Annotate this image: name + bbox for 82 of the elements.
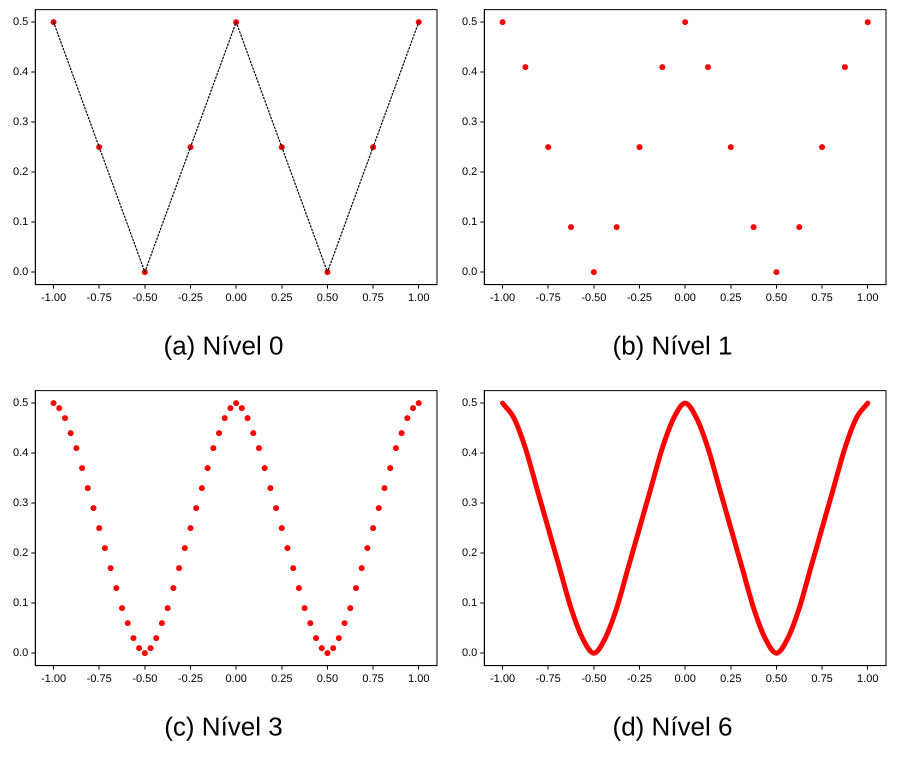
y-tick-label: 0.3	[12, 497, 28, 510]
text: (d) Nível 6	[612, 712, 732, 742]
x-tick-label: 0.75	[362, 673, 384, 686]
y-tick-label: 0.3	[462, 116, 478, 128]
x-tick-label: 0.25	[720, 673, 742, 686]
point	[568, 224, 574, 230]
y-tick-label: 0.0	[462, 647, 478, 660]
y-tick-label: 0.4	[12, 447, 28, 460]
x-tick-label: -0.75	[536, 292, 561, 304]
y-tick-label: 0.4	[462, 447, 478, 460]
y-tick-label: 0.5	[12, 397, 28, 410]
y-tick-label: 0.0	[462, 266, 478, 278]
y-tick-label: 0.1	[12, 597, 28, 610]
x-tick-label: -1.00	[41, 292, 66, 304]
point	[750, 224, 757, 230]
x-tick-label: 0.00	[225, 673, 247, 686]
x-tick-label: -0.25	[626, 673, 652, 686]
text: (a) Nível 0	[164, 330, 284, 361]
y-tick-label: 0.4	[12, 66, 28, 78]
x-tick-label: 0.00	[674, 292, 696, 304]
x-tick-label: -1.00	[490, 673, 516, 686]
point	[590, 269, 597, 276]
x-tick-label: 0.75	[362, 292, 384, 304]
point	[636, 144, 642, 150]
point	[842, 64, 848, 70]
y-tick-label: 0.1	[462, 597, 478, 610]
y-tick-label: 0.1	[462, 216, 478, 228]
x-tick-label: -0.25	[626, 292, 652, 304]
x-tick-label: -1.00	[490, 292, 516, 304]
x-tick-label: -0.50	[132, 673, 158, 686]
x-tick-label: -0.50	[581, 292, 606, 304]
x-tick-label: -0.50	[132, 292, 158, 304]
point	[614, 224, 620, 230]
point	[659, 64, 666, 70]
x-tick-label: 0.25	[720, 292, 742, 304]
x-tick-label: 0.25	[271, 673, 293, 686]
point	[545, 144, 552, 150]
x-tick-label: 0.00	[225, 292, 247, 304]
x-tick-label: 1.00	[857, 292, 878, 304]
x-tick-label: 0.50	[766, 292, 788, 304]
x-tick-label: 0.75	[811, 673, 833, 686]
y-tick-label: 0.4	[462, 66, 478, 78]
x-tick-label: 0.25	[271, 292, 293, 304]
x-tick-label: 1.00	[408, 292, 430, 304]
x-tick-label: -0.25	[178, 292, 204, 304]
x-tick-label: -0.75	[86, 673, 112, 686]
y-tick-label: 0.5	[462, 16, 478, 28]
y-tick-label: 0.3	[462, 497, 478, 510]
point	[864, 19, 871, 26]
point	[819, 144, 826, 150]
x-tick-label: -0.25	[178, 673, 204, 686]
x-tick-label: 0.50	[316, 673, 338, 686]
point	[682, 19, 688, 26]
point	[773, 269, 780, 276]
y-tick-label: 0.2	[462, 547, 478, 560]
text: (b) Nível 1	[612, 330, 732, 361]
y-tick-label: 0.2	[462, 166, 478, 178]
point	[522, 64, 528, 70]
point	[50, 19, 57, 26]
point	[500, 19, 506, 26]
y-tick-label: 0.2	[12, 547, 28, 560]
x-tick-label: 1.00	[857, 673, 878, 686]
y-tick-label: 0.5	[12, 16, 28, 28]
x-tick-label: 1.00	[408, 673, 430, 686]
point	[704, 64, 711, 70]
point	[728, 144, 734, 150]
y-tick-label: 0.0	[12, 266, 28, 278]
text: (c) Nível 3	[164, 712, 283, 742]
y-tick-label: 0.3	[12, 116, 28, 128]
x-tick-label: 0.75	[811, 292, 833, 304]
x-tick-label: -1.00	[41, 673, 66, 686]
x-tick-label: 0.00	[674, 673, 696, 686]
y-tick-label: 0.0	[12, 647, 28, 660]
point	[796, 224, 802, 230]
x-tick-label: 0.50	[316, 292, 338, 304]
y-tick-label: 0.5	[462, 397, 478, 410]
x-tick-label: -0.75	[536, 673, 561, 686]
x-tick-label: 0.50	[766, 673, 788, 686]
x-tick-label: -0.50	[581, 673, 606, 686]
y-tick-label: 0.1	[12, 216, 28, 228]
y-tick-label: 0.2	[12, 166, 28, 178]
x-tick-label: -0.75	[86, 292, 112, 304]
